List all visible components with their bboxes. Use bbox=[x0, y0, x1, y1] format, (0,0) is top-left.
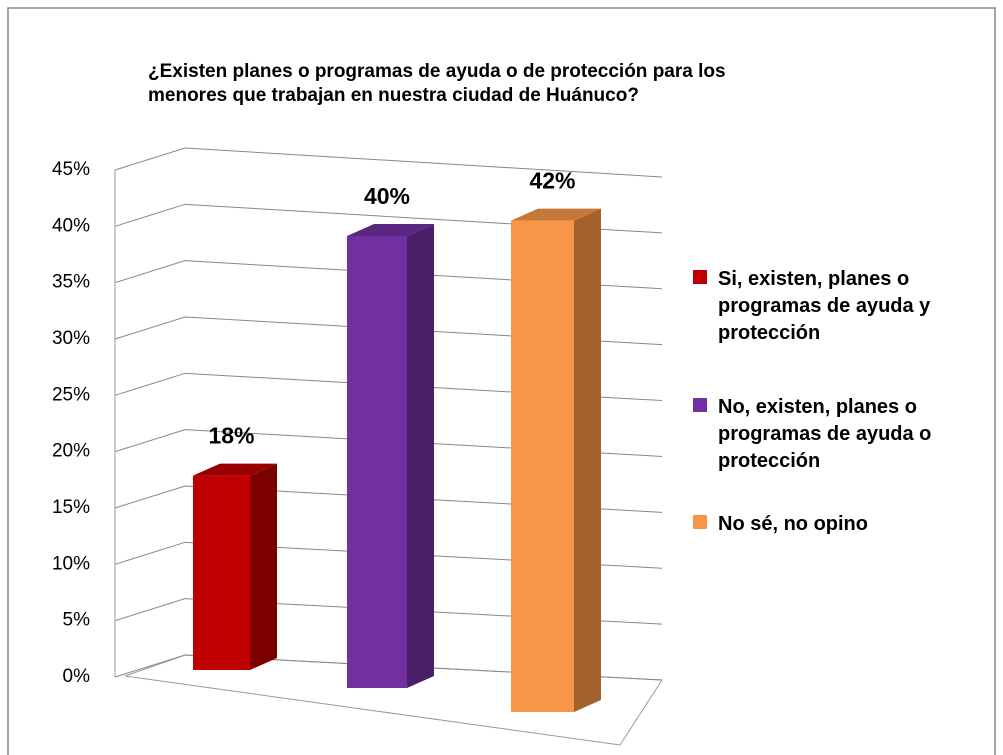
data-label: 18% bbox=[208, 423, 254, 449]
bar-side bbox=[250, 463, 277, 670]
legend-swatch bbox=[693, 398, 707, 412]
bar-top bbox=[511, 208, 601, 221]
y-tick-label: 35% bbox=[52, 272, 90, 293]
y-tick-label: 25% bbox=[52, 384, 90, 405]
legend-label: Si, existen, planes o programas de ayuda… bbox=[718, 268, 931, 344]
y-tick-label: 10% bbox=[52, 553, 90, 574]
legend-swatch bbox=[693, 270, 707, 284]
y-tick-label: 20% bbox=[52, 441, 90, 462]
grid-line bbox=[114, 485, 663, 513]
chart-border bbox=[7, 7, 996, 755]
grid-line bbox=[114, 316, 663, 346]
grid-line bbox=[114, 203, 663, 234]
grid-line bbox=[114, 147, 663, 178]
y-tick-label: 40% bbox=[52, 215, 90, 236]
bar bbox=[511, 220, 574, 712]
bar bbox=[347, 236, 407, 688]
bar-side bbox=[407, 224, 434, 688]
y-tick-label: 15% bbox=[52, 497, 90, 518]
legend-label: No sé, no opino bbox=[718, 513, 868, 535]
bar-top bbox=[193, 463, 277, 476]
bar bbox=[193, 475, 250, 670]
grid-line bbox=[114, 541, 663, 569]
data-label: 42% bbox=[529, 168, 575, 194]
data-label: 40% bbox=[364, 183, 410, 209]
bar-side bbox=[574, 208, 601, 712]
chart-title: ¿Existen planes o programas de ayuda o d… bbox=[148, 61, 726, 106]
grid-line bbox=[114, 429, 663, 457]
legend-label: No, existen, planes o programas de ayuda… bbox=[718, 396, 932, 472]
y-tick-label: 45% bbox=[52, 159, 90, 180]
y-tick-label: 30% bbox=[52, 328, 90, 349]
grid-line bbox=[114, 372, 663, 402]
legend-swatch bbox=[693, 515, 707, 529]
y-tick-label: 0% bbox=[63, 666, 91, 687]
y-tick-label: 5% bbox=[63, 610, 91, 631]
bar-top bbox=[347, 224, 434, 236]
grid-line bbox=[114, 260, 663, 290]
grid-line bbox=[114, 598, 663, 625]
grid-line bbox=[114, 654, 663, 681]
